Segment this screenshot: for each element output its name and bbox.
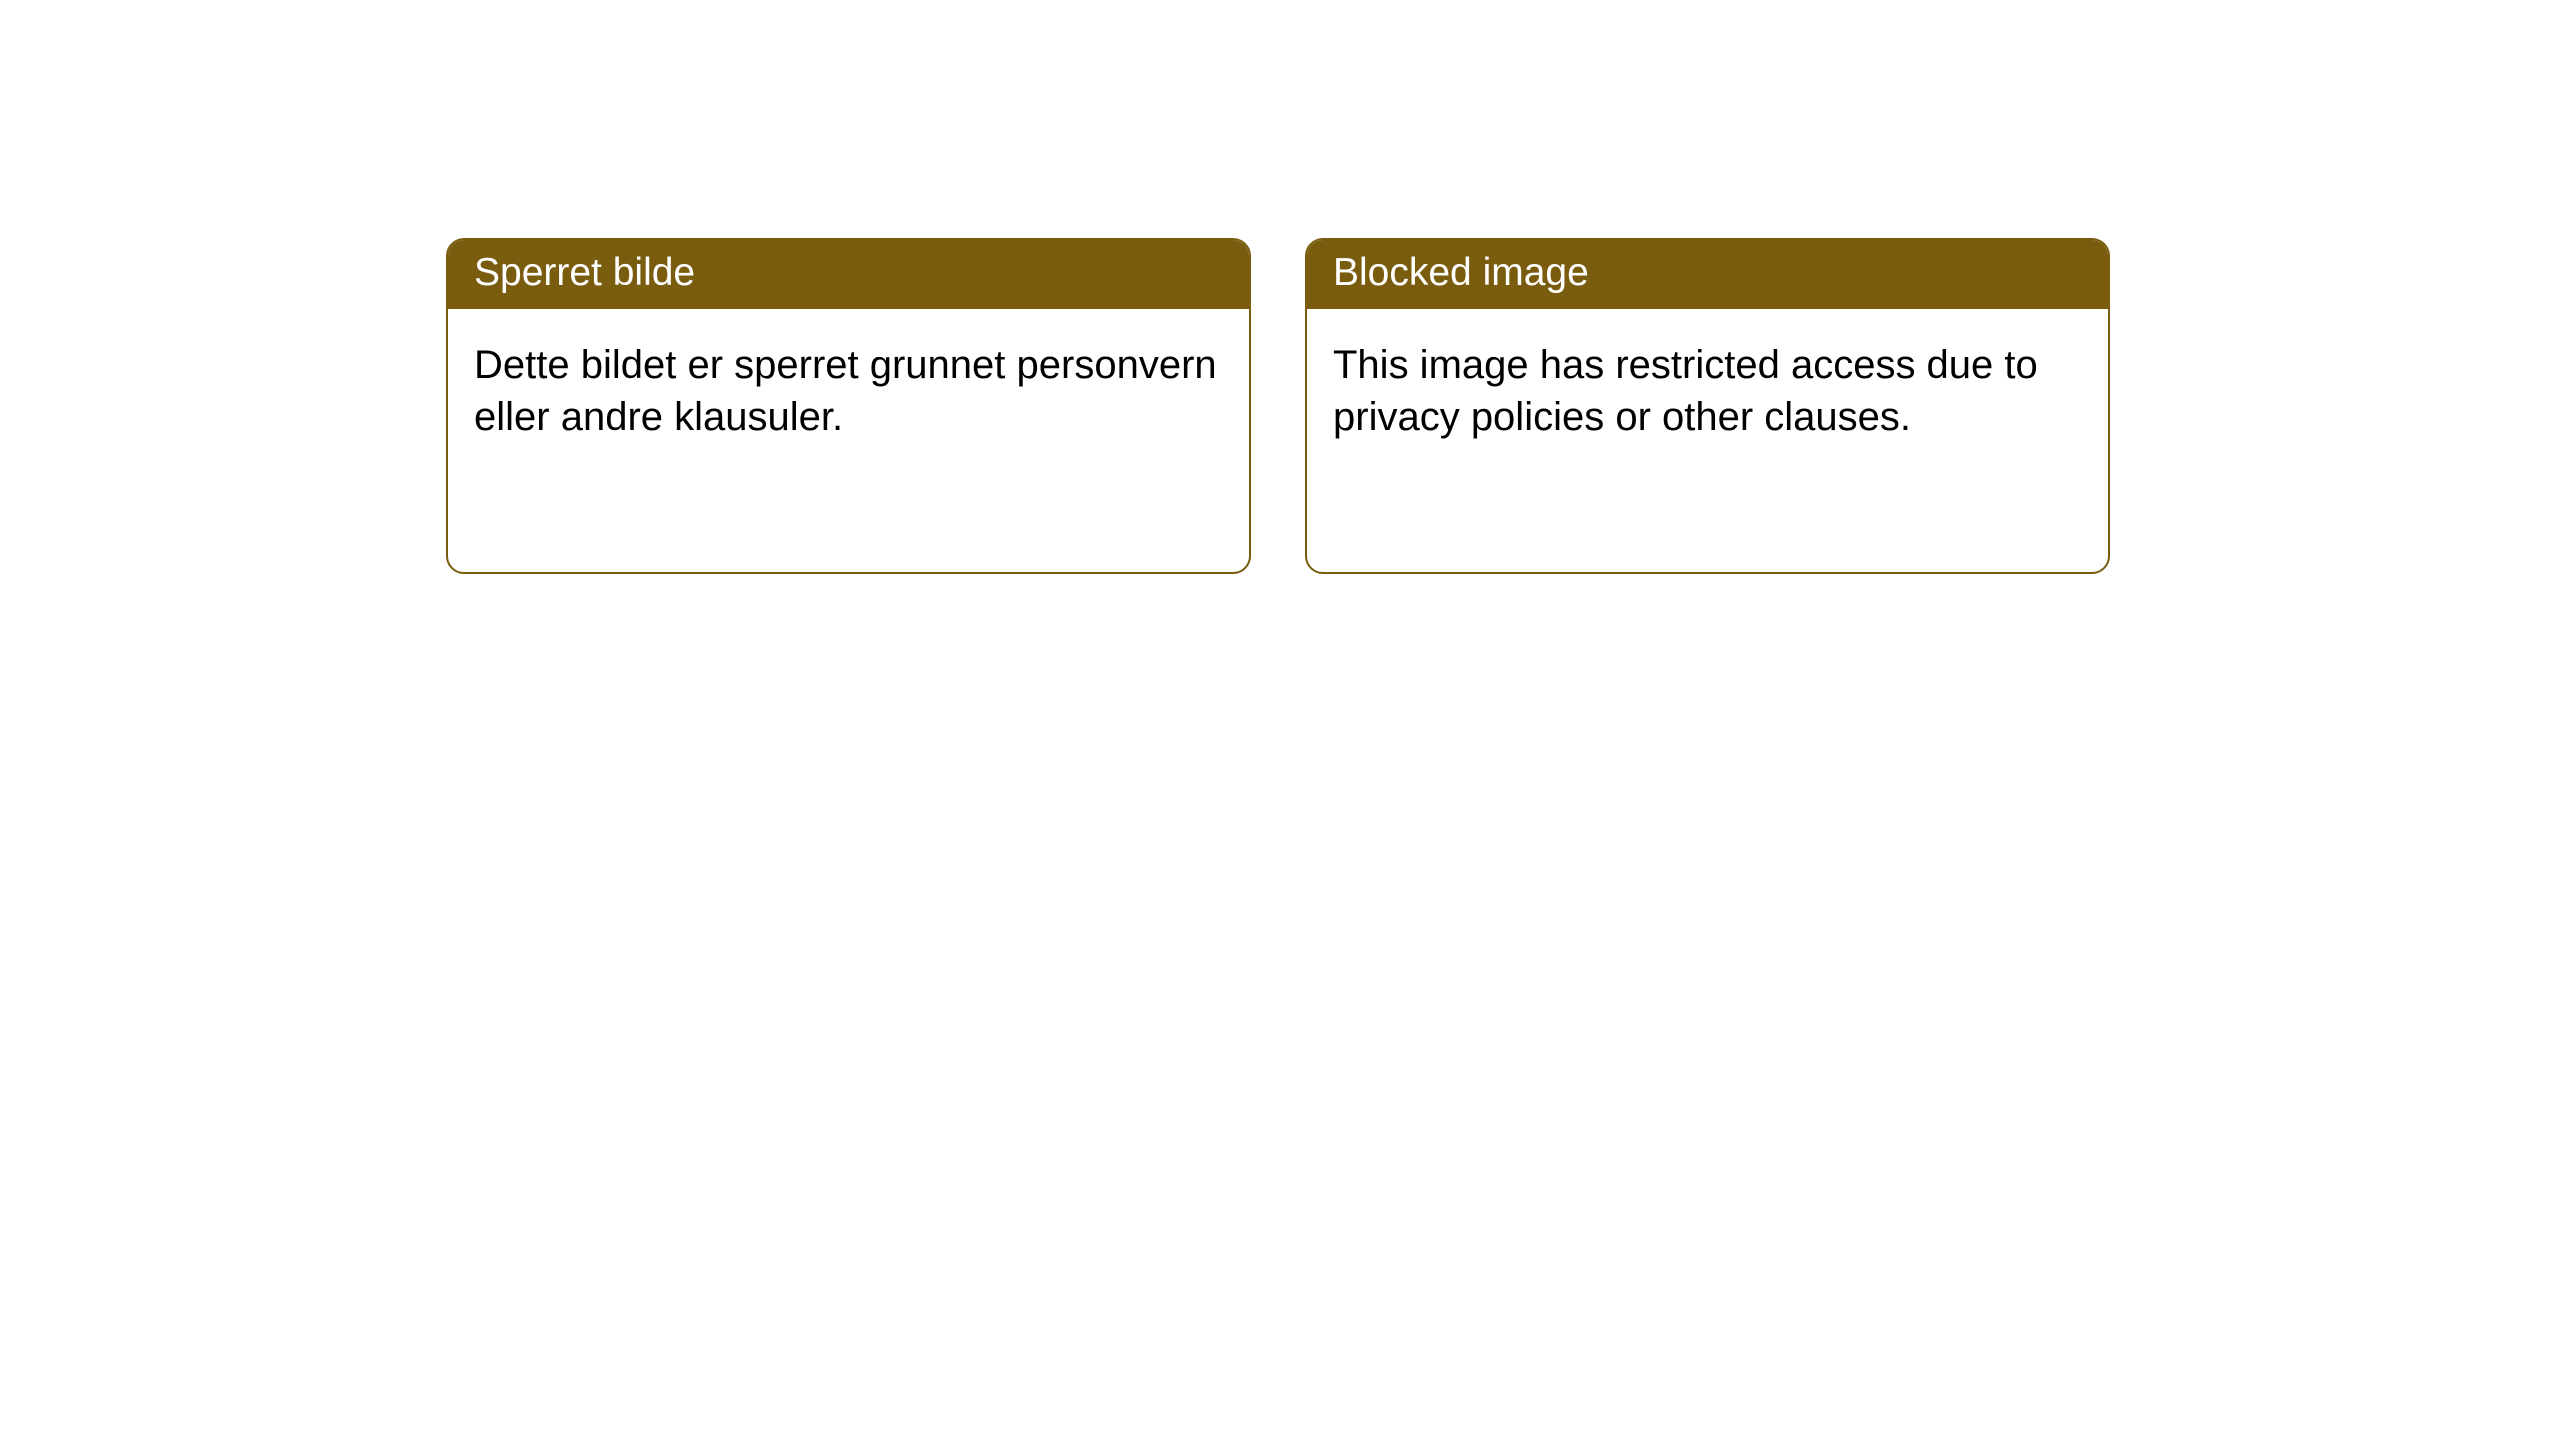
card-title: Sperret bilde (474, 251, 695, 294)
card-title: Blocked image (1333, 251, 1589, 294)
card-header: Blocked image (1307, 240, 2108, 309)
notice-card-norwegian: Sperret bilde Dette bildet er sperret gr… (446, 238, 1251, 574)
card-body: Dette bildet er sperret grunnet personve… (448, 309, 1249, 473)
card-body: This image has restricted access due to … (1307, 309, 2108, 473)
notice-cards-container: Sperret bilde Dette bildet er sperret gr… (0, 0, 2560, 574)
card-body-text: This image has restricted access due to … (1333, 343, 2038, 439)
card-header: Sperret bilde (448, 240, 1249, 309)
card-body-text: Dette bildet er sperret grunnet personve… (474, 343, 1217, 439)
notice-card-english: Blocked image This image has restricted … (1305, 238, 2110, 574)
